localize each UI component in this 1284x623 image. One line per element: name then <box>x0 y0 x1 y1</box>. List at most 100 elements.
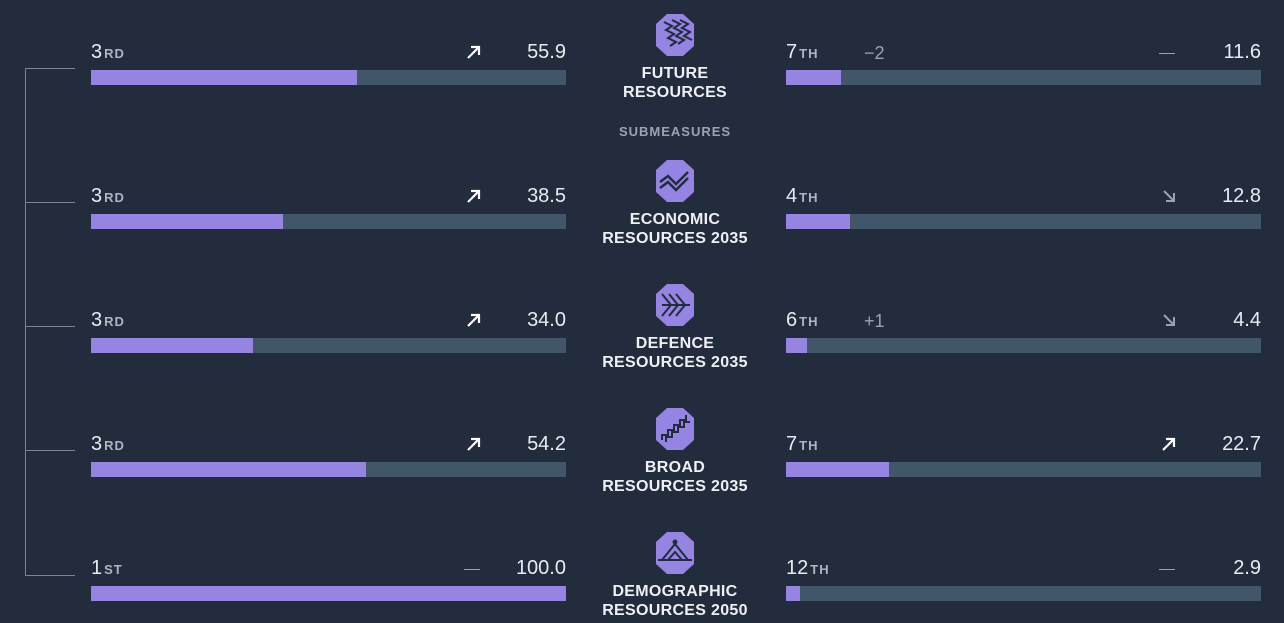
rank-label: 7 TH <box>786 432 818 458</box>
measure-row: 3 RD 38.5 4 TH 12.8 <box>0 184 1284 244</box>
rank-suffix: RD <box>104 314 125 329</box>
trend-flat-icon <box>1159 569 1175 570</box>
category-line-2: RESOURCES 2035 <box>602 230 748 247</box>
left-measure: 1 ST 100.0 <box>91 556 566 616</box>
score-bar-fill <box>91 70 357 85</box>
bracket-tick <box>25 202 75 203</box>
rank-suffix: TH <box>799 438 819 453</box>
trend-indicator <box>464 558 484 578</box>
score-bar-track <box>91 338 566 353</box>
score-bar-track <box>786 586 1261 601</box>
rank-change: −2 <box>864 43 885 63</box>
category-line-1: ECONOMIC <box>629 211 721 228</box>
category-line-1: FUTURE <box>641 65 709 82</box>
right-measure: 7 TH −2 11.6 <box>786 40 1261 100</box>
measure-category: FUTURE RESOURCES <box>575 12 775 102</box>
score-bar-fill <box>786 70 842 85</box>
right-measure: 7 TH 22.7 <box>786 432 1261 492</box>
demographic-resources-icon <box>654 530 696 576</box>
right-measure: 12 TH 2.9 <box>786 556 1261 616</box>
rank-label: 1 ST <box>91 556 123 582</box>
measure-row: 3 RD 34.0 6 TH +1 4.4 <box>0 308 1284 368</box>
score-bar-track <box>786 462 1261 477</box>
bracket-line <box>25 68 26 576</box>
rank-suffix: TH <box>799 314 819 329</box>
trend-flat-icon <box>464 569 480 570</box>
rank-suffix: RD <box>104 46 125 61</box>
score-value: 22.7 <box>1222 433 1261 455</box>
score-value: 38.5 <box>527 185 566 207</box>
rank-number: 7 <box>786 433 798 455</box>
trend-indicator <box>1159 186 1179 206</box>
score-value: 4.4 <box>1233 309 1261 331</box>
trend-up-icon <box>467 45 481 59</box>
measure-row: 3 RD 55.9 7 TH −2 11.6 <box>0 40 1284 100</box>
trend-indicator <box>464 310 484 330</box>
score-value: 11.6 <box>1223 41 1261 63</box>
score-bar-fill <box>91 462 366 477</box>
defence-resources-icon <box>654 282 696 328</box>
left-measure: 3 RD 55.9 <box>91 40 566 100</box>
score-bar-track <box>91 586 566 601</box>
rank-label: 12 TH <box>786 556 830 582</box>
score-bar-track <box>91 214 566 229</box>
trend-flat-icon <box>1159 53 1175 54</box>
rank-number: 12 <box>786 557 809 579</box>
measure-category: DEFENCE RESOURCES 2035 <box>575 282 775 372</box>
rank-label: 3 RD <box>91 40 125 66</box>
measure-row: 1 ST 100.0 12 TH 2.9 <box>0 556 1284 616</box>
rank-change: +1 <box>864 311 885 331</box>
rank-suffix: TH <box>799 46 819 61</box>
trend-indicator <box>464 434 484 454</box>
bracket-tick <box>25 575 75 576</box>
score-bar-fill <box>91 338 253 353</box>
measure-category: DEMOGRAPHIC RESOURCES 2050 <box>575 530 775 620</box>
measure-row: 3 RD 54.2 7 TH 22.7 <box>0 432 1284 492</box>
submeasures-label: SUBMEASURES <box>618 124 732 139</box>
rank-suffix: RD <box>104 190 125 205</box>
rank-number: 6 <box>786 309 798 331</box>
trend-indicator <box>464 186 484 206</box>
trend-up-icon <box>467 313 481 327</box>
trend-up-icon <box>467 189 481 203</box>
trend-up-icon <box>1162 437 1176 451</box>
rank-label: 3 RD <box>91 432 125 458</box>
future-resources-icon <box>654 12 696 58</box>
right-measure: 4 TH 12.8 <box>786 184 1261 244</box>
rank-suffix: TH <box>810 562 830 577</box>
trend-indicator <box>1159 42 1179 62</box>
bracket-tick <box>25 450 75 451</box>
score-bar-fill <box>91 586 566 601</box>
category-line-2: RESOURCES 2050 <box>602 602 748 619</box>
bracket-tick <box>25 68 75 69</box>
rank-label: 7 TH <box>786 40 818 66</box>
left-measure: 3 RD 38.5 <box>91 184 566 244</box>
rank-label: 3 RD <box>91 184 125 210</box>
score-value: 2.9 <box>1233 557 1261 579</box>
score-bar-track <box>786 338 1261 353</box>
category-line-1: DEMOGRAPHIC <box>612 583 738 600</box>
rank-label: 6 TH <box>786 308 818 334</box>
trend-indicator <box>1159 558 1179 578</box>
rank-number: 3 <box>91 309 103 331</box>
rank-number: 4 <box>786 185 798 207</box>
rank-suffix: ST <box>104 562 123 577</box>
score-value: 12.8 <box>1222 185 1261 207</box>
score-bar-fill <box>786 462 890 477</box>
trend-indicator <box>464 42 484 62</box>
rank-number: 3 <box>91 41 103 63</box>
score-value: 54.2 <box>527 433 566 455</box>
score-bar-track <box>786 214 1261 229</box>
category-line-1: BROAD <box>644 459 706 476</box>
bracket-tick <box>25 326 75 327</box>
rank-number: 1 <box>91 557 103 579</box>
score-value: 55.9 <box>527 41 566 63</box>
score-bar-fill <box>786 586 800 601</box>
score-bar-fill <box>91 214 284 229</box>
rank-number: 3 <box>91 433 103 455</box>
trend-up-icon <box>467 437 481 451</box>
measure-category: BROAD RESOURCES 2035 <box>575 406 775 496</box>
right-measure: 6 TH +1 4.4 <box>786 308 1261 368</box>
score-value: 34.0 <box>527 309 566 331</box>
category-line-1: DEFENCE <box>635 335 715 352</box>
